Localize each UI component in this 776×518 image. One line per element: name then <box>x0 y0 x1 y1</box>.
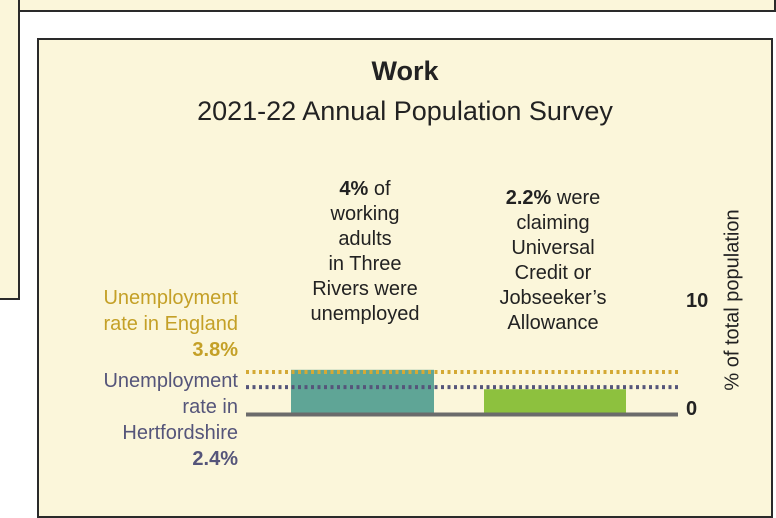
y-tick-label: 0 <box>686 398 698 420</box>
bar-claimants <box>484 389 626 413</box>
bar-unemployed <box>291 369 434 413</box>
reference-label-line: rate in <box>182 396 238 418</box>
annotation-line: Rivers were <box>312 278 418 300</box>
annotation-line: Universal <box>511 237 595 259</box>
annotation-text: of <box>368 178 391 200</box>
chart-plot <box>246 369 678 417</box>
annotation-line: claiming <box>516 212 590 234</box>
annotation-text: were <box>551 187 601 209</box>
annotation-line: Jobseeker’s <box>499 287 607 309</box>
background-panel-left <box>0 0 20 300</box>
annotation-value: 2.2% <box>505 187 552 209</box>
annotation-line: working <box>330 203 400 225</box>
reference-label-line: Unemployment <box>103 370 238 392</box>
england-reference-label: Unemployment rate in England 3.8% <box>40 285 238 363</box>
y-tick-label: 10 <box>686 290 709 312</box>
reference-label-line: Hertfordshire <box>122 422 238 444</box>
chart-title: Work <box>371 56 439 86</box>
chart-subtitle: 2021-22 Annual Population Survey <box>197 96 613 126</box>
hertfordshire-reference-label: Unemployment rate in Hertfordshire 2.4% <box>40 368 238 472</box>
annotation-line: unemployed <box>310 303 420 325</box>
bar-annotation-claimants: 2.2% were claiming Universal Credit or J… <box>478 186 628 336</box>
annotation-line: Allowance <box>507 312 599 334</box>
reference-label-line: Unemployment <box>103 287 238 309</box>
reference-value: 3.8% <box>192 339 238 361</box>
reference-label-line: rate in England <box>103 313 238 335</box>
annotation-line: adults <box>338 228 392 250</box>
annotation-line: in Three <box>328 253 402 275</box>
annotation-value: 4% <box>339 178 369 200</box>
bar-annotation-unemployed: 4% of working adults in Three Rivers wer… <box>291 177 439 327</box>
reference-value: 2.4% <box>192 448 238 470</box>
chart-panel <box>37 38 773 518</box>
annotation-line: Credit or <box>514 262 592 284</box>
